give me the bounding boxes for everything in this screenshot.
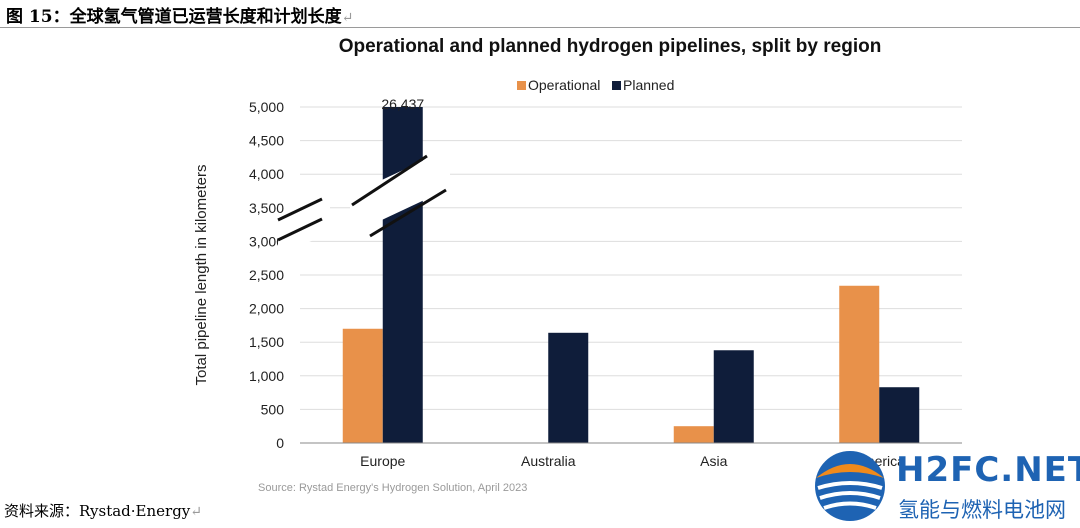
legend-swatch-operational bbox=[517, 81, 526, 90]
bar-operational-asia bbox=[673, 426, 714, 443]
watermark-en: H2FC.NET bbox=[896, 450, 1080, 490]
h2fc-logo-icon bbox=[815, 451, 885, 521]
bar-planned-australia bbox=[548, 332, 589, 443]
x-tick-label: Europe bbox=[360, 453, 405, 469]
bar-operational-america bbox=[839, 285, 880, 443]
chart-source-note: Source: Rystad Energy's Hydrogen Solutio… bbox=[258, 482, 527, 494]
data-label: 26,437 bbox=[381, 96, 424, 112]
y-tick-label: 0 bbox=[276, 435, 284, 451]
x-tick-label: Asia bbox=[700, 453, 727, 469]
legend-label-operational: Operational bbox=[528, 77, 600, 93]
bar-planned-asia bbox=[713, 350, 754, 443]
y-tick-label: 4,000 bbox=[249, 166, 284, 182]
y-tick-label: 4,500 bbox=[249, 133, 284, 149]
x-tick-label: Australia bbox=[521, 453, 576, 469]
site-watermark: H2FC.NET 氢能与燃料电池网 bbox=[808, 448, 1080, 524]
bar-operational-europe bbox=[342, 328, 383, 443]
y-tick-label: 2,000 bbox=[249, 301, 284, 317]
data-labels: 26,437 bbox=[381, 96, 424, 112]
chart-legend: Operational Planned bbox=[517, 77, 674, 93]
bar-planned-america bbox=[879, 387, 920, 443]
bars bbox=[342, 107, 920, 443]
y-tick-label: 1,500 bbox=[249, 334, 284, 350]
y-tick-label: 3,000 bbox=[249, 233, 284, 249]
bar-planned-europe bbox=[382, 107, 423, 443]
axis-break-marks bbox=[277, 148, 450, 257]
y-tick-label: 1,000 bbox=[249, 368, 284, 384]
y-tick-label: 5,000 bbox=[249, 99, 284, 115]
figure-source: 资料来源：Rystad·Energy↵ bbox=[4, 502, 203, 520]
legend-swatch-planned bbox=[612, 81, 621, 90]
watermark-zh: 氢能与燃料电池网 bbox=[898, 498, 1066, 522]
y-tick-label: 3,500 bbox=[249, 200, 284, 216]
y-tick-label: 2,500 bbox=[249, 267, 284, 283]
y-tick-label: 500 bbox=[261, 401, 285, 417]
y-axis-label: Total pipeline length in kilometers bbox=[193, 165, 210, 386]
y-axis-ticks: 0 500 1,000 1,500 2,000 2,500 3,000 3,500 4,000 4… bbox=[249, 99, 284, 451]
caption-divider bbox=[0, 27, 1080, 28]
figure-caption: 图 15：全球氢气管道已运营长度和计划长度↵ bbox=[6, 7, 354, 27]
chart-title: Operational and planned hydrogen pipelin… bbox=[339, 36, 882, 57]
legend-label-planned: Planned bbox=[623, 77, 674, 93]
